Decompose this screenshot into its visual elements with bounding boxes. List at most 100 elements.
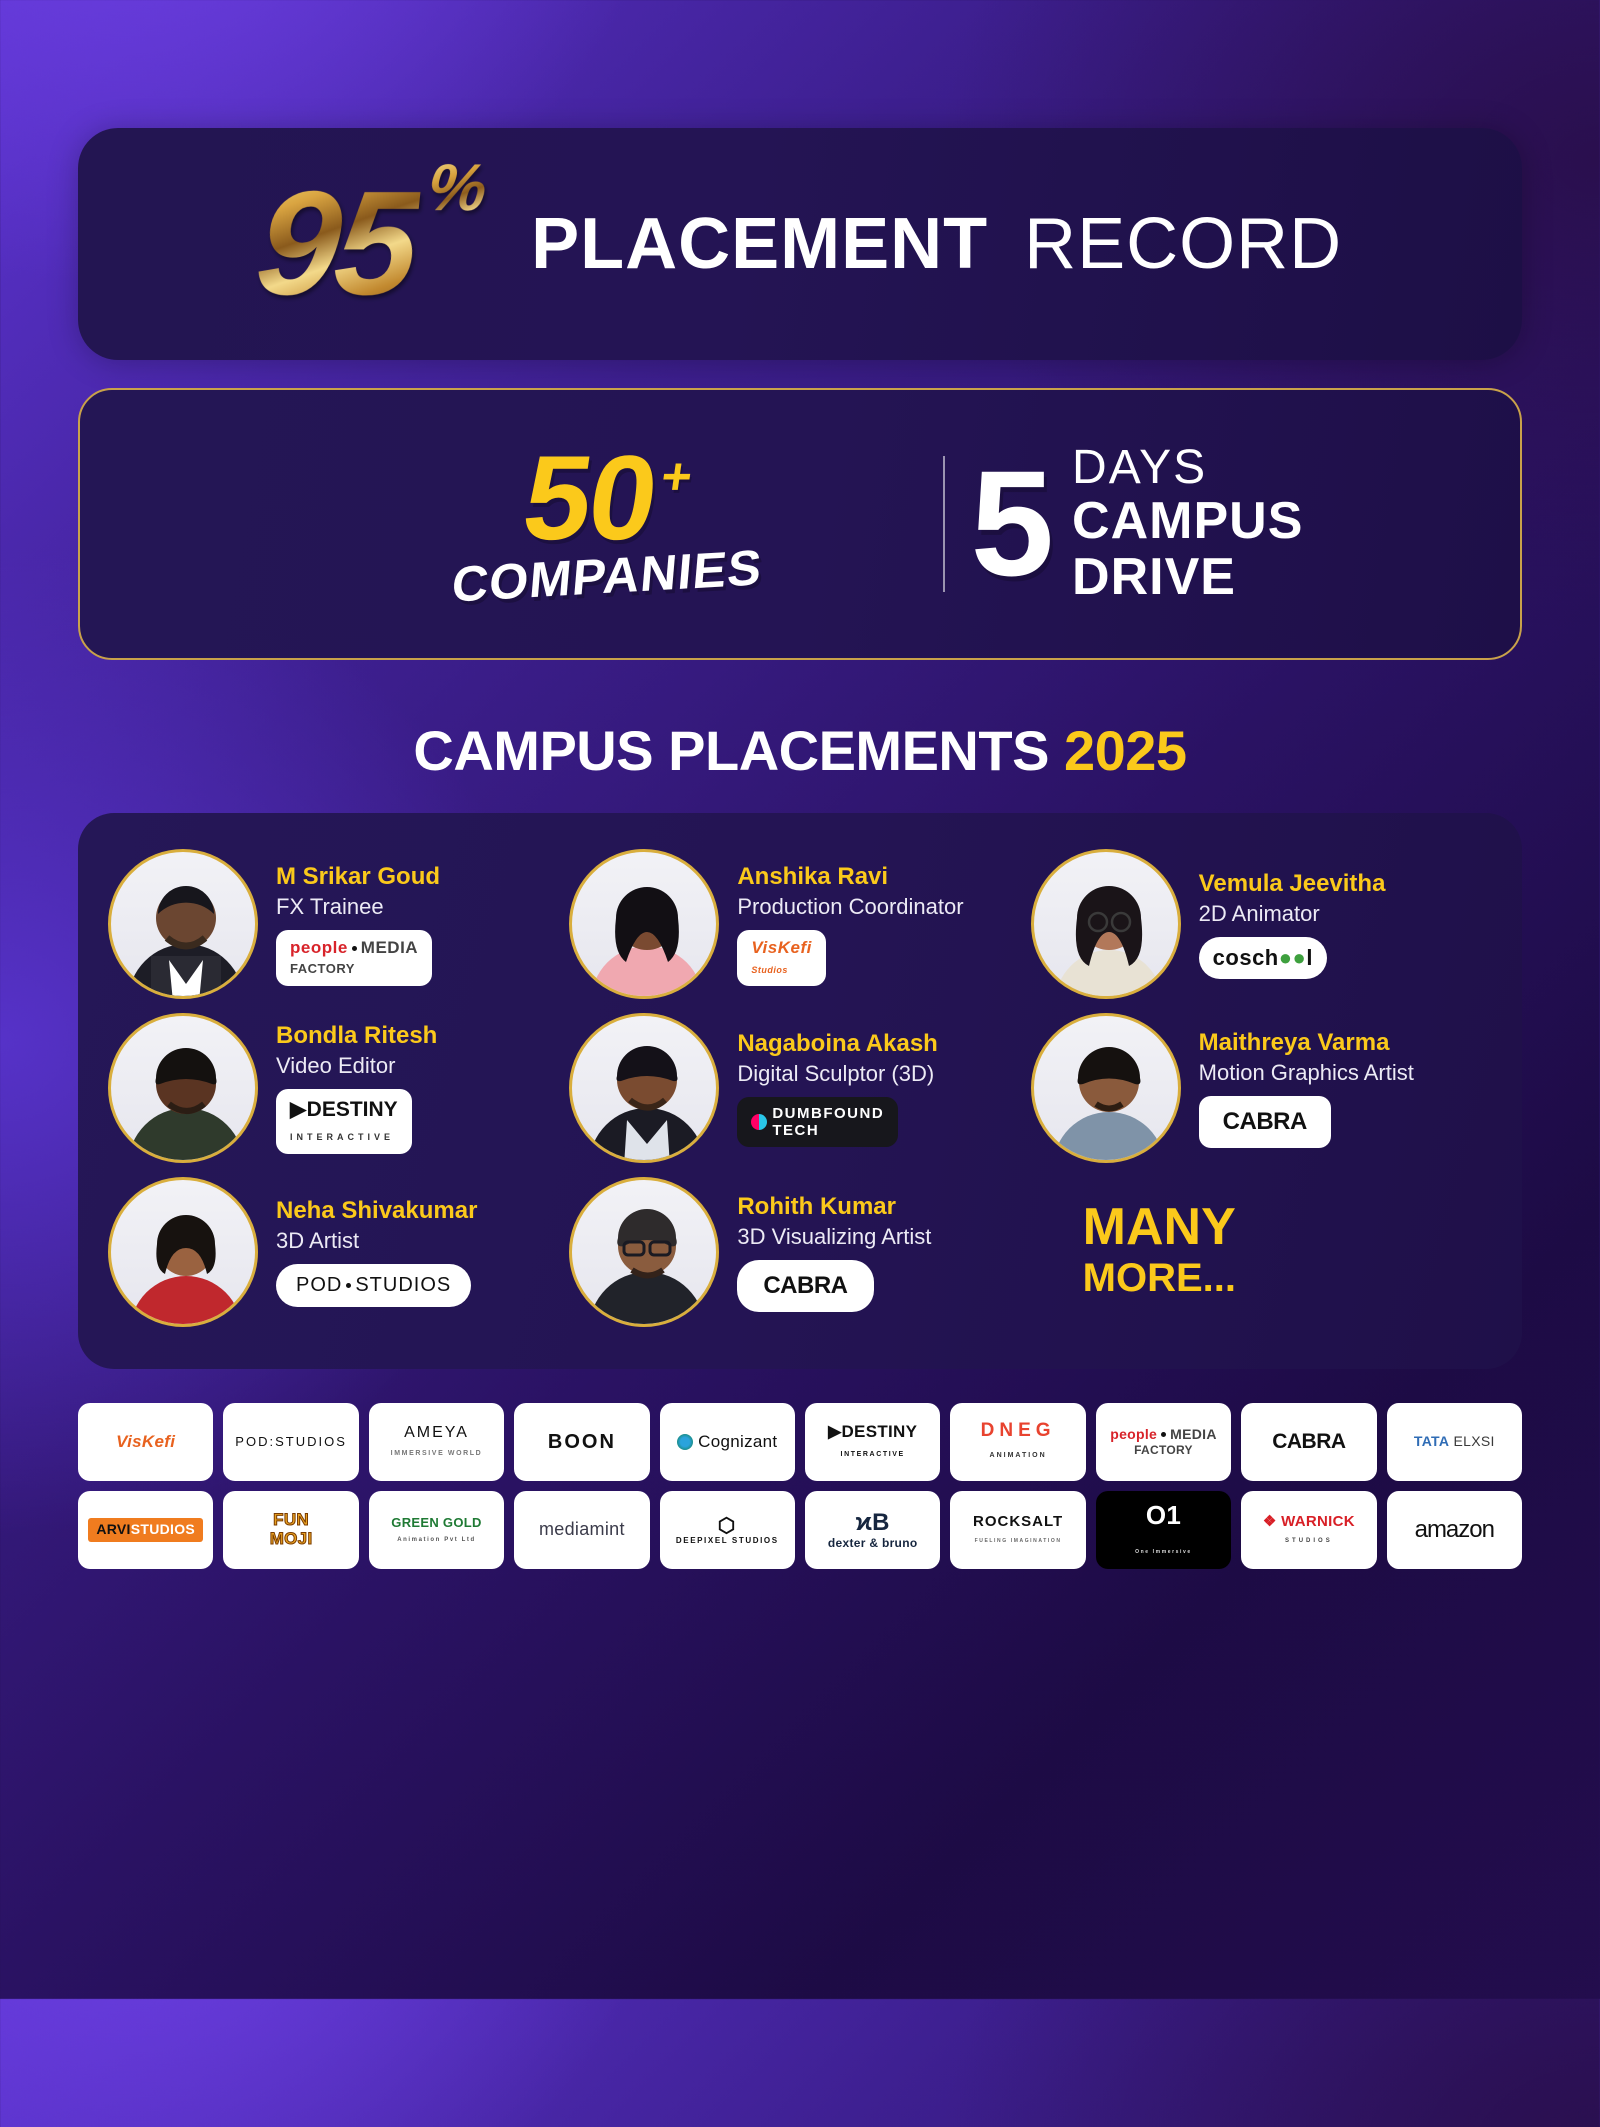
- student-name: Neha Shivakumar: [276, 1197, 478, 1224]
- section-title-year: 2025: [1064, 719, 1187, 782]
- companies-count: 50: [515, 430, 664, 565]
- students-panel: M Srikar Goud FX Trainee people MEDIA FACT…: [78, 813, 1522, 1369]
- company-logo: cosch●●l: [1198, 936, 1327, 979]
- logo-text: CABRA: [1272, 1430, 1346, 1454]
- logo-text: Cognizant: [698, 1431, 778, 1451]
- many-more-line2: MORE...: [1082, 1256, 1236, 1300]
- logo-text: dexter & bruno: [827, 1535, 918, 1550]
- logo-cell-dneg: DNEG ANIMATION: [950, 1403, 1086, 1481]
- logo-subtext: STUDIOS: [1285, 1538, 1333, 1544]
- avatar: [108, 1177, 258, 1327]
- student-name: Vemula Jeevitha: [1198, 869, 1386, 897]
- logo-text: O1: [1145, 1500, 1182, 1531]
- placement-percent-number: 95: [249, 161, 424, 326]
- student-role: 3D Artist: [276, 1228, 360, 1253]
- logo-cell-dexter-bruno: ϰB dexter & bruno: [804, 1491, 941, 1569]
- logo-text: DEEPIXEL STUDIOS: [675, 1535, 779, 1545]
- student-card: Vemula Jeevitha 2D Animator cosch●●l: [1030, 849, 1492, 999]
- logo-cell-rocksalt: ROCKSALT FUELING IMAGINATION: [950, 1491, 1086, 1569]
- avatar: [108, 1013, 258, 1163]
- student-card: Bondla Ritesh Video Editor ▶DESTINY INTER…: [108, 1013, 569, 1163]
- logo-cell-people-media: people MEDIA FACTORY: [1095, 1403, 1232, 1481]
- drive-label: DRIVE: [1072, 548, 1236, 607]
- logo-text: WARNICK: [1281, 1512, 1355, 1530]
- campus-drive-stat: 5 DAYS CAMPUS DRIVE: [970, 439, 1304, 608]
- logo-subtext: FUELING IMAGINATION: [974, 1538, 1062, 1544]
- student-name: Maithreya Varma: [1198, 1028, 1390, 1056]
- record-word: RECORD: [1024, 204, 1343, 284]
- logo-cell-pod-studios: POD:STUDIOS: [223, 1403, 359, 1481]
- student-role: FX Trainee: [276, 893, 384, 919]
- logo-cell-destiny: ▶DESTINY INTERACTIVE: [804, 1403, 941, 1481]
- student-card: Rohith Kumar 3D Visualizing Artist CABRA: [569, 1177, 1030, 1327]
- logo-text: mediamint: [539, 1519, 625, 1540]
- student-name: Rohith Kumar: [737, 1192, 896, 1220]
- company-logo: CABRA: [1198, 1095, 1331, 1148]
- student-role: Motion Graphics Artist: [1198, 1059, 1414, 1085]
- company-logo: ▶DESTINY INTERACTIVE: [276, 1089, 412, 1154]
- student-name: Nagaboina Akash: [737, 1029, 938, 1057]
- placement-record-banner: 95 % PLACEMENT RECORD: [78, 128, 1522, 360]
- logo-text: GREEN GOLD: [391, 1514, 482, 1530]
- logo-subtext: INTERACTIVE: [840, 1451, 905, 1458]
- companies-plus-sign: +: [657, 447, 696, 506]
- logo-subtext: ANIMATION: [989, 1452, 1047, 1459]
- logo-cell-amazon: amazon: [1386, 1491, 1522, 1569]
- logo-cell-cognizant: Cognizant: [659, 1403, 795, 1481]
- student-name: M Srikar Goud: [276, 862, 441, 890]
- logo-text: DNEG: [980, 1420, 1056, 1442]
- student-role: Digital Sculptor (3D): [737, 1060, 935, 1086]
- days-label: DAYS: [1072, 440, 1208, 494]
- logo-cell-warnick: ❖ WARNICK STUDIOS: [1241, 1491, 1377, 1569]
- student-role: 2D Animator: [1198, 900, 1320, 926]
- logo-cell-viskefi: VisKefi: [78, 1403, 214, 1481]
- logo-cell-cabra: CABRA: [1241, 1403, 1377, 1481]
- students-row: M Srikar Goud FX Trainee people MEDIA FACT…: [108, 849, 1492, 999]
- placement-word: PLACEMENT: [531, 204, 989, 284]
- logo-cell-deepixel: ⬡ DEEPIXEL STUDIOS: [659, 1491, 795, 1569]
- student-role: Production Coordinator: [737, 893, 964, 919]
- logo-cell-tata-elxsi: TATA ELXSI: [1386, 1403, 1522, 1481]
- student-role: Video Editor: [276, 1053, 396, 1078]
- companies-label: COMPANIES: [449, 539, 764, 613]
- avatar: [1030, 849, 1181, 999]
- companies-stat: 50 + COMPANIES: [297, 430, 917, 613]
- logo-cell-mediamint: mediamint: [514, 1491, 650, 1569]
- percent-sign: %: [424, 150, 492, 224]
- students-row: Bondla Ritesh Video Editor ▶DESTINY INTER…: [108, 1013, 1492, 1163]
- campus-label: CAMPUS: [1072, 492, 1304, 551]
- logo-text: POD:STUDIOS: [235, 1433, 347, 1449]
- student-name: Anshika Ravi: [737, 862, 889, 890]
- logo-text: DESTINY: [841, 1422, 918, 1442]
- days-count: 5: [970, 439, 1054, 608]
- logo-subtext: Animation Pvt Ltd: [397, 1537, 476, 1543]
- logo-cell-ameya: AMEYA IMMERSIVE WORLD: [368, 1403, 505, 1481]
- infographic-page: 95 % PLACEMENT RECORD 50 + COMPANIES 5 D…: [0, 128, 1600, 2127]
- many-more-line1: MANY: [1082, 1198, 1236, 1256]
- company-logo: CABRA: [737, 1259, 874, 1312]
- stats-divider: [942, 456, 945, 592]
- avatar: [569, 849, 720, 999]
- student-card: M Srikar Goud FX Trainee people MEDIA FACT…: [108, 849, 569, 999]
- logo-subtext: IMMERSIVE WORLD: [390, 1450, 483, 1457]
- logo-text: ROCKSALT: [972, 1512, 1064, 1530]
- logo-text: amazon: [1414, 1515, 1495, 1543]
- logo-cell-arvi-studios: ARVISTUDIOS: [78, 1491, 214, 1569]
- logo-subtext: One Immersive: [1135, 1549, 1192, 1555]
- logo-cell-fun-moji: FUN MOJI: [223, 1491, 359, 1569]
- logo-cell-green-gold: GREEN GOLD Animation Pvt Ltd: [368, 1491, 505, 1569]
- student-card: Nagaboina Akash Digital Sculptor (3D) DU…: [569, 1013, 1030, 1163]
- section-title-main: CAMPUS PLACEMENTS: [413, 719, 1049, 782]
- logo-text: AMEYA: [404, 1424, 469, 1442]
- avatar: [569, 1177, 720, 1327]
- student-card: Maithreya Varma Motion Graphics Artist C…: [1030, 1013, 1492, 1163]
- logo-text: BOON: [547, 1431, 616, 1453]
- student-card: Neha Shivakumar 3D Artist POD STUDIOS: [108, 1177, 569, 1327]
- company-logo: DUMBFOUND TECH: [737, 1096, 899, 1147]
- avatar: [569, 1013, 720, 1163]
- section-title: CAMPUS PLACEMENTS 2025: [78, 718, 1522, 783]
- logo-cell-boon: BOON: [514, 1403, 650, 1481]
- company-logo: POD STUDIOS: [276, 1264, 472, 1307]
- logo-cell-o1: O1 One Immersive: [1095, 1491, 1232, 1569]
- company-logo: people MEDIA FACTORY: [276, 929, 433, 986]
